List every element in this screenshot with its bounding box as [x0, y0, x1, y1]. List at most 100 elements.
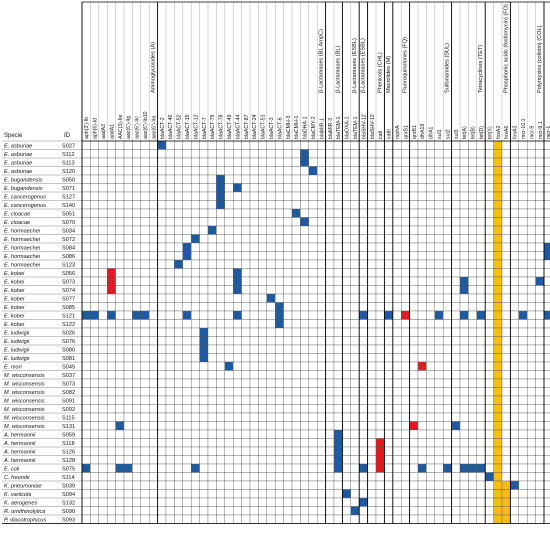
matrix-cell — [527, 412, 536, 422]
matrix-cell — [149, 166, 158, 176]
matrix-cell — [392, 497, 402, 507]
matrix-cell — [392, 268, 402, 278]
matrix-cell — [90, 310, 99, 320]
matrix-cell — [434, 200, 444, 210]
matrix-cell — [476, 166, 486, 176]
matrix-cell — [241, 370, 251, 380]
matrix-cell — [459, 174, 469, 184]
matrix-cell — [308, 438, 318, 448]
matrix-cell — [224, 344, 234, 354]
matrix-cell — [342, 217, 351, 227]
matrix-cell — [527, 174, 536, 184]
matrix-cell — [443, 506, 452, 516]
matrix-cell — [342, 293, 351, 303]
matrix-cell — [317, 327, 326, 337]
matrix-cell — [291, 463, 301, 473]
matrix-cell — [350, 421, 360, 431]
matrix-cell — [300, 412, 309, 422]
matrix-cell — [317, 208, 326, 218]
matrix-cell — [443, 387, 452, 397]
matrix-cell — [535, 387, 545, 397]
matrix-cell — [132, 183, 141, 193]
matrix-cell — [367, 336, 377, 346]
matrix-cell — [132, 234, 141, 244]
matrix-cell — [510, 480, 519, 490]
matrix-cell — [90, 472, 99, 482]
group-label: Tetracyclines (TET) — [478, 45, 484, 93]
matrix-cell — [476, 480, 486, 490]
matrix-cell — [510, 489, 519, 499]
matrix-cell — [359, 268, 368, 278]
matrix-cell — [451, 157, 461, 167]
matrix-cell — [149, 276, 158, 286]
matrix-cell — [350, 327, 360, 337]
row-species: E. hormaechei — [4, 229, 41, 235]
matrix-cell — [359, 293, 368, 303]
matrix-cell — [333, 200, 343, 210]
matrix-cell — [392, 208, 402, 218]
matrix-cell — [325, 166, 335, 176]
matrix-cell — [417, 319, 427, 329]
matrix-cell — [535, 242, 545, 252]
matrix-cell — [115, 319, 125, 329]
matrix-cell — [543, 497, 550, 507]
matrix-cell — [149, 387, 158, 397]
matrix-cell — [224, 285, 234, 295]
matrix-cell — [359, 208, 368, 218]
matrix-cell — [501, 251, 511, 261]
matrix-cell — [434, 319, 444, 329]
matrix-cell — [384, 378, 393, 388]
matrix-cell — [308, 319, 318, 329]
matrix-cell — [149, 497, 158, 507]
matrix-cell — [199, 157, 209, 167]
matrix-cell — [350, 506, 360, 516]
matrix-cell — [308, 344, 318, 354]
matrix-cell — [182, 293, 192, 303]
matrix-cell — [367, 455, 377, 465]
matrix-cell — [207, 497, 217, 507]
matrix-cell — [409, 268, 419, 278]
matrix-cell — [426, 183, 435, 193]
matrix-cell — [207, 429, 217, 439]
matrix-cell — [459, 166, 469, 176]
matrix-cell — [165, 234, 175, 244]
matrix-cell — [149, 489, 158, 499]
matrix-cell — [384, 472, 393, 482]
matrix-cell — [434, 149, 444, 159]
matrix-cell — [199, 302, 209, 312]
row-species: E. kobei — [4, 297, 25, 303]
matrix-cell — [182, 217, 192, 227]
matrix-cell — [510, 455, 519, 465]
matrix-cell — [107, 370, 116, 380]
matrix-cell — [132, 353, 141, 363]
matrix-cell — [367, 310, 377, 320]
matrix-cell — [224, 319, 234, 329]
matrix-cell — [468, 387, 477, 397]
matrix-cell — [149, 404, 158, 414]
matrix-cell — [207, 480, 217, 490]
matrix-cell — [174, 336, 183, 346]
matrix-cell — [434, 361, 444, 371]
matrix-cell — [434, 480, 444, 490]
matrix-cell — [174, 293, 183, 303]
matrix-cell — [249, 302, 259, 312]
matrix-cell — [485, 455, 494, 465]
matrix-cell — [350, 455, 360, 465]
matrix-cell — [241, 336, 251, 346]
matrix-cell — [401, 310, 410, 320]
matrix-cell — [258, 480, 267, 490]
matrix-cell — [199, 387, 209, 397]
matrix-cell — [426, 251, 435, 261]
matrix-cell — [157, 242, 167, 252]
matrix-cell — [485, 344, 494, 354]
matrix-cell — [115, 353, 125, 363]
matrix-cell — [174, 421, 183, 431]
matrix-cell — [224, 149, 234, 159]
row-id: S051 — [62, 212, 75, 218]
matrix-cell — [409, 183, 419, 193]
matrix-cell — [283, 302, 293, 312]
row-id: S073 — [62, 382, 75, 388]
matrix-cell — [333, 234, 343, 244]
matrix-cell — [258, 404, 267, 414]
matrix-cell — [375, 293, 385, 303]
